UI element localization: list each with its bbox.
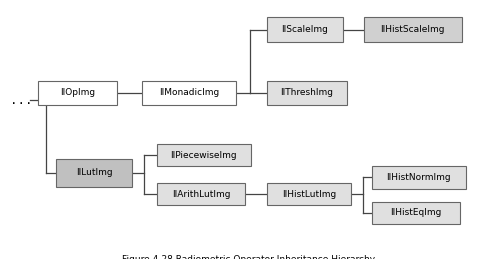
- FancyBboxPatch shape: [372, 202, 460, 224]
- Text: ...: ...: [10, 94, 33, 107]
- FancyBboxPatch shape: [38, 81, 117, 105]
- Text: IlLutImg: IlLutImg: [76, 168, 113, 177]
- FancyBboxPatch shape: [157, 183, 245, 205]
- Text: IlHistLutImg: IlHistLutImg: [282, 190, 336, 199]
- FancyBboxPatch shape: [142, 81, 236, 105]
- FancyBboxPatch shape: [266, 81, 347, 105]
- FancyBboxPatch shape: [56, 159, 132, 187]
- FancyBboxPatch shape: [266, 17, 343, 42]
- FancyBboxPatch shape: [372, 166, 466, 189]
- FancyBboxPatch shape: [266, 183, 351, 205]
- Text: IlHistEqImg: IlHistEqImg: [390, 208, 441, 217]
- Text: IlHistNormImg: IlHistNormImg: [386, 173, 451, 182]
- Text: Figure 4-28 Radiometric Operator Inheritance Hierarchy: Figure 4-28 Radiometric Operator Inherit…: [123, 255, 375, 259]
- FancyBboxPatch shape: [364, 17, 462, 42]
- Text: IlScaleImg: IlScaleImg: [281, 25, 328, 34]
- Text: IlArithLutImg: IlArithLutImg: [172, 190, 230, 199]
- FancyBboxPatch shape: [157, 144, 251, 166]
- Text: IlOpImg: IlOpImg: [60, 88, 95, 97]
- Text: IlPiecewiseImg: IlPiecewiseImg: [171, 151, 237, 160]
- Text: IlThreshImg: IlThreshImg: [280, 88, 333, 97]
- Text: IlMonadicImg: IlMonadicImg: [159, 88, 219, 97]
- Text: IlHistScaleImg: IlHistScaleImg: [380, 25, 445, 34]
